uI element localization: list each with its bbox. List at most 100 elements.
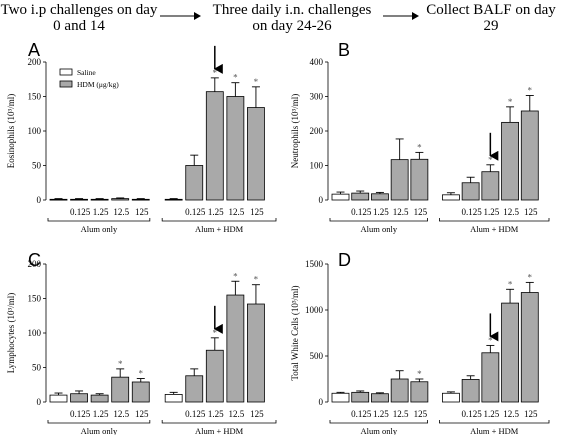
group-bracket — [439, 420, 550, 424]
x-tick-label: 1.25 — [373, 207, 389, 217]
bar — [331, 392, 350, 403]
bar — [70, 198, 88, 201]
bar — [520, 110, 539, 201]
group-label: Alum + HDM — [470, 426, 519, 435]
bar — [410, 158, 429, 201]
y-tick-label: 100 — [310, 161, 324, 171]
significance-star: * — [118, 359, 123, 369]
x-tick-label: 1.25 — [208, 409, 224, 419]
bar — [371, 193, 389, 201]
bar — [390, 159, 409, 201]
significance-star: * — [254, 77, 259, 87]
bar — [390, 378, 409, 403]
y-axis-title: Neutrophils (10³/ml) — [290, 94, 300, 168]
bar — [131, 381, 150, 403]
y-tick-label: 200 — [310, 126, 324, 136]
bar — [90, 394, 109, 403]
group-label: Alum + HDM — [195, 224, 244, 234]
significance-star: * — [508, 279, 513, 289]
x-tick-label: 125 — [250, 207, 264, 217]
y-tick-label: 0 — [319, 397, 324, 407]
y-tick-label: 1500 — [305, 259, 324, 269]
y-tick-label: 300 — [310, 92, 324, 102]
group-bracket — [329, 420, 428, 424]
bar — [226, 294, 245, 403]
bar — [131, 198, 150, 201]
group-label: Alum + HDM — [470, 224, 519, 234]
bar — [90, 198, 109, 201]
bar — [70, 393, 88, 403]
bar — [49, 198, 68, 201]
legend-swatch — [59, 68, 73, 76]
x-tick-label: 12.5 — [113, 409, 129, 419]
timeline-step-2: Three daily i.n. challenges on day 24-26 — [212, 2, 372, 34]
significance-star: * — [233, 73, 238, 83]
x-tick-label: 12.5 — [503, 207, 519, 217]
x-tick-label: 125 — [524, 409, 538, 419]
y-axis-title: Eosinophils (10³/ml) — [6, 94, 16, 168]
group-bracket — [161, 218, 277, 222]
group-bracket — [329, 218, 428, 222]
x-tick-label: 0.125 — [70, 207, 91, 217]
bar — [49, 394, 68, 403]
panel-letter: B — [338, 40, 350, 60]
panel-letter: A — [28, 40, 40, 60]
bar — [371, 393, 389, 403]
group-bracket — [161, 420, 277, 424]
bar — [247, 107, 265, 201]
x-tick-label: 0.125 — [462, 207, 483, 217]
y-tick-label: 1000 — [305, 305, 324, 315]
y-tick-label: 200 — [28, 259, 42, 269]
bar — [111, 376, 130, 403]
bar — [331, 193, 350, 201]
bar — [205, 91, 224, 201]
bar — [164, 198, 183, 201]
x-tick-label: 1.25 — [93, 409, 109, 419]
bar — [247, 303, 265, 403]
bar — [351, 192, 370, 201]
group-label: Alum + HDM — [195, 426, 244, 435]
group-label: Alum only — [81, 224, 118, 234]
group-bracket — [47, 420, 151, 424]
bar — [481, 171, 500, 201]
x-tick-label: 1.25 — [373, 409, 389, 419]
y-tick-label: 200 — [28, 57, 42, 67]
y-tick-label: 100 — [28, 126, 42, 136]
x-tick-label: 125 — [135, 207, 149, 217]
x-tick-label: 0.125 — [351, 207, 372, 217]
x-tick-label: 12.5 — [393, 207, 409, 217]
x-tick-label: 0.125 — [351, 409, 372, 419]
bar — [461, 379, 480, 403]
significance-star: * — [488, 155, 493, 165]
bar — [410, 381, 429, 403]
x-tick-label: 1.25 — [483, 207, 499, 217]
group-label: Alum only — [360, 224, 397, 234]
bar — [205, 349, 224, 403]
x-tick-label: 0.125 — [185, 409, 206, 419]
panel-letter: D — [338, 250, 351, 270]
x-tick-label: 0.125 — [70, 409, 91, 419]
y-tick-label: 150 — [28, 92, 42, 102]
bar — [501, 302, 519, 403]
timeline-step-1: Two i.p challenges on day 0 and 14 — [0, 2, 158, 34]
timeline-step-3: Collect BALF on day 29 — [426, 2, 556, 34]
x-tick-label: 125 — [524, 207, 538, 217]
x-tick-label: 0.125 — [185, 207, 206, 217]
significance-star: * — [417, 142, 422, 152]
group-label: Alum only — [81, 426, 118, 435]
significance-star: * — [528, 272, 533, 282]
bar — [520, 292, 539, 403]
panel-D: D 0 500 1000 1500 Total White Cells (10³/ml) 0… — [290, 250, 550, 435]
x-tick-label: 1.25 — [93, 207, 109, 217]
y-tick-label: 50 — [32, 161, 42, 171]
y-tick-label: 0 — [319, 195, 324, 205]
x-tick-label: 0.125 — [462, 409, 483, 419]
bar — [351, 391, 370, 403]
legend: Saline HDM (μg/kg) — [59, 68, 119, 89]
x-tick-label: 1.25 — [483, 409, 499, 419]
bar — [442, 392, 460, 403]
bar — [111, 198, 130, 201]
x-tick-label: 12.5 — [503, 409, 519, 419]
